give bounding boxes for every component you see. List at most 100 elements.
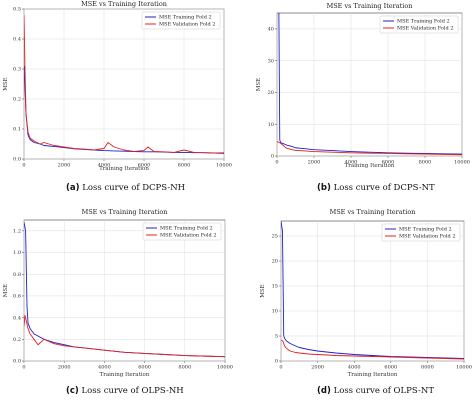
x-tick-label: 6000	[138, 365, 151, 371]
legend-entry: MSE Validation Fold 2	[160, 233, 217, 239]
y-tick-label: 5	[275, 334, 278, 340]
legend-entry: MSE Training Fold 2	[399, 227, 452, 233]
caption-text: Loss curve of OLPS-NT	[333, 386, 434, 396]
chart-panel-b: 0 2000 4000 6000 8000 10000 0 10 20 30 40 MSE vs Tr…	[237, 0, 474, 201]
x-tick-label: 10000	[217, 365, 233, 371]
x-tick-label: 4000	[348, 365, 361, 371]
x-tick-label: 8000	[419, 160, 432, 166]
caption-letter: (c)	[66, 386, 79, 396]
x-tick-label: 4000	[98, 365, 111, 371]
y-tick-label: 0.2	[13, 97, 21, 103]
legend-entry: MSE Validation Fold 2	[397, 26, 454, 32]
y-tick-label: 20	[268, 90, 274, 96]
y-axis-label: MSE	[256, 78, 262, 91]
plot-frame	[280, 220, 465, 362]
y-tick-label: 0.4	[13, 37, 21, 43]
y-tick-label: 0.4	[13, 315, 21, 321]
x-axis-label: Training Iteration	[345, 163, 395, 169]
y-tick-label: 0.6	[13, 294, 21, 300]
legend-box	[142, 222, 222, 241]
x-tick-label: 6000	[138, 163, 151, 169]
x-tick-label: 2000	[58, 163, 71, 169]
chart-panel-a: 0 2000 4000 6000 8000 10000 0.0 0.1 0.2 0.3 0.4 0.5…	[0, 0, 237, 201]
x-tick-label: 4000	[98, 163, 111, 169]
y-tick-label: 0.5	[13, 7, 21, 13]
y-tick-label: 0.0	[13, 157, 21, 163]
series-line-validation	[277, 141, 462, 156]
chart-title: MSE vs Training Iteration	[330, 208, 416, 216]
caption-text: Loss curve of OLPS-NH	[81, 386, 184, 396]
x-tick-label: 8000	[421, 365, 434, 371]
x-tick-label: 4000	[345, 160, 358, 166]
caption-b: (b) Loss curve of DCPS-NT	[317, 183, 435, 193]
chart-title: MSE vs Training Iteration	[82, 208, 168, 216]
legend-entry: MSE Training Fold 2	[397, 19, 450, 25]
y-tick-label: 0.1	[13, 127, 21, 133]
caption-c: (c) Loss curve of OLPS-NH	[66, 386, 184, 396]
y-tick-label: 0.8	[13, 272, 21, 278]
y-tick-label: 10	[268, 122, 274, 128]
y-tick-label: 0.0	[13, 359, 21, 365]
chart-title: MSE vs Training Iteration	[327, 2, 413, 10]
legend-entry: MSE Training Fold 2	[160, 226, 213, 232]
series-line-training	[24, 65, 224, 154]
x-axis-label: Training Iteration	[348, 372, 398, 378]
y-axis-label: MSE	[3, 77, 9, 90]
series-line-training	[281, 221, 464, 359]
chart-a: 0 2000 4000 6000 8000 10000 0.0 0.1 0.2 0.3 0.4 0.5…	[3, 0, 232, 172]
y-tick-label: 1.2	[13, 229, 21, 235]
caption-letter: (a)	[66, 183, 80, 193]
x-tick-label: 0	[22, 365, 25, 371]
y-tick-label: 30	[268, 58, 274, 64]
y-tick-label: 0.2	[13, 337, 21, 343]
y-tick-label: 0.3	[13, 67, 21, 73]
x-axis-label: Training Iteration	[99, 166, 149, 172]
y-tick-label: 1.0	[13, 250, 21, 256]
legend-box	[379, 15, 459, 34]
x-tick-label: 10000	[454, 160, 470, 166]
x-tick-label: 0	[279, 365, 282, 371]
x-tick-label: 8000	[178, 163, 191, 169]
y-tick-label: 15	[272, 284, 278, 290]
chart-panel-c: 0 2000 4000 6000 8000 10000 0.0 0.2 0.4 0.6 0.8 1.0…	[0, 201, 237, 402]
y-axis-label: MSE	[260, 284, 266, 297]
y-tick-label: 20	[272, 259, 278, 265]
x-tick-label: 6000	[384, 365, 397, 371]
caption-letter: (d)	[317, 386, 331, 396]
chart-c: 0 2000 4000 6000 8000 10000 0.0 0.2 0.4 0.6 0.8 1.0…	[3, 208, 233, 378]
caption-text: Loss curve of DCPS-NH	[82, 183, 186, 193]
y-tick-label: 0	[271, 154, 274, 160]
legend-entry: MSE Validation Fold 2	[399, 234, 456, 240]
x-tick-label: 6000	[382, 160, 395, 166]
chart-b: 0 2000 4000 6000 8000 10000 0 10 20 30 40 MSE vs Tr…	[256, 2, 470, 169]
caption-a: (a) Loss curve of DCPS-NH	[66, 183, 185, 193]
y-tick-label: 40	[268, 27, 274, 33]
y-tick-label: 10	[272, 309, 278, 315]
chart-title: MSE vs Training Iteration	[81, 0, 167, 8]
x-tick-label: 2000	[308, 160, 321, 166]
y-tick-label: 25	[272, 234, 278, 240]
x-tick-label: 0	[275, 160, 278, 166]
plot-frame	[23, 219, 226, 362]
series-line-validation	[24, 314, 225, 358]
x-tick-label: 2000	[311, 365, 324, 371]
x-tick-label: 10000	[216, 163, 232, 169]
legend-entry: MSE Validation Fold 2	[159, 22, 216, 28]
caption-d: (d) Loss curve of OLPS-NT	[317, 386, 434, 396]
y-axis-label: MSE	[3, 284, 9, 297]
chart-panel-d: 0 2000 4000 6000 8000 10000 0 5 10 15 20 25 MSE vs T…	[237, 201, 474, 402]
legend-box	[381, 223, 461, 242]
caption-text: Loss curve of DCPS-NT	[333, 183, 435, 193]
series-line-validation	[281, 339, 464, 360]
plot-frame	[23, 8, 225, 160]
x-axis-label: Training Iteration	[100, 372, 150, 378]
caption-letter: (b)	[317, 183, 331, 193]
x-tick-label: 10000	[456, 365, 472, 371]
legend-entry: MSE Training Fold 2	[159, 15, 212, 21]
x-tick-label: 8000	[178, 365, 191, 371]
chart-d: 0 2000 4000 6000 8000 10000 0 5 10 15 20 25 MSE vs T…	[260, 208, 472, 378]
y-tick-label: 0	[275, 359, 278, 365]
plot-frame	[276, 12, 463, 157]
legend-box	[141, 11, 221, 30]
series-line-validation	[24, 14, 224, 155]
